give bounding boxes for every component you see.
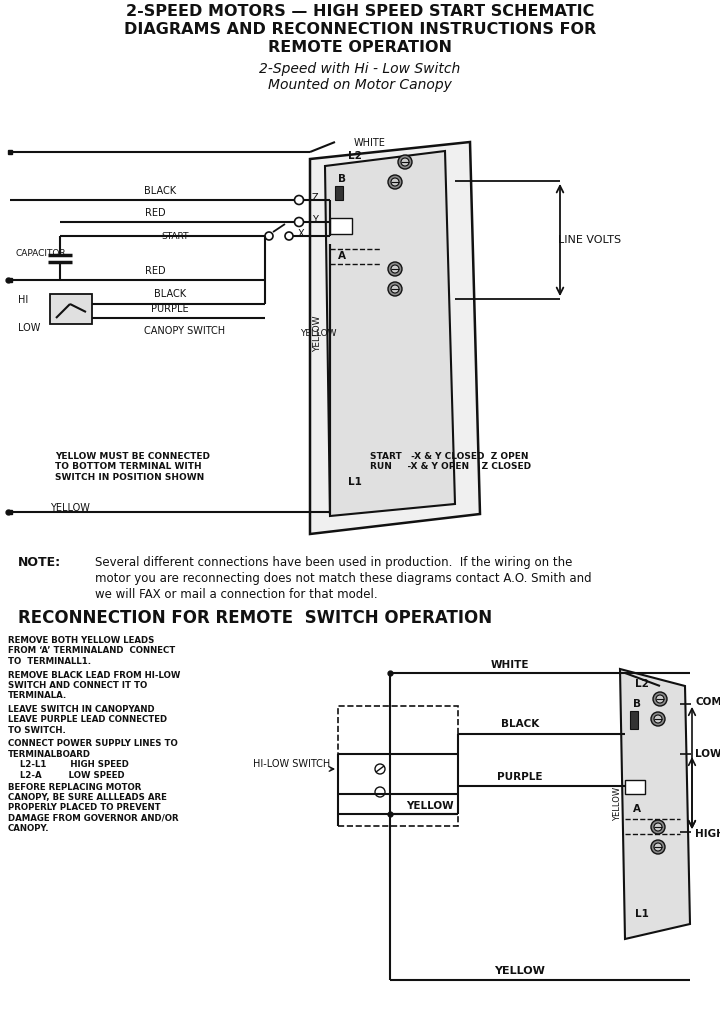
Text: YELLOW: YELLOW (495, 966, 546, 976)
Text: CAPACITOR: CAPACITOR (15, 249, 66, 258)
Text: Mounted on Motor Canopy: Mounted on Motor Canopy (268, 78, 452, 92)
Text: L2: L2 (635, 679, 649, 689)
Circle shape (285, 232, 293, 240)
Text: PURPLE: PURPLE (498, 772, 543, 782)
Text: L1: L1 (635, 909, 649, 919)
Text: COMMON: COMMON (695, 697, 720, 707)
Circle shape (391, 178, 399, 186)
Text: Y: Y (312, 215, 318, 225)
Text: L2: L2 (348, 151, 362, 161)
Text: 2-Speed with Hi - Low Switch: 2-Speed with Hi - Low Switch (259, 62, 461, 76)
Circle shape (398, 155, 412, 169)
Circle shape (391, 265, 399, 273)
Bar (338, 706, 458, 826)
Text: BLACK: BLACK (154, 289, 186, 299)
Circle shape (653, 692, 667, 706)
Text: REMOVE BLACK LEAD FROM HI-LOW
SWITCH AND CONNECT IT TO
TERMINALA.: REMOVE BLACK LEAD FROM HI-LOW SWITCH AND… (8, 671, 181, 700)
Text: YELLOW: YELLOW (300, 330, 336, 339)
Circle shape (375, 787, 385, 797)
Text: LEAVE SWITCH IN CANOPYAND
LEAVE PURPLE LEAD CONNECTED
TO SWITCH.: LEAVE SWITCH IN CANOPYAND LEAVE PURPLE L… (8, 705, 167, 735)
Circle shape (388, 282, 402, 296)
Text: REMOTE OPERATION: REMOTE OPERATION (268, 40, 452, 55)
Bar (630, 711, 638, 729)
Text: RECONNECTION FOR REMOTE  SWITCH OPERATION: RECONNECTION FOR REMOTE SWITCH OPERATION (18, 609, 492, 627)
Text: LOW: LOW (695, 749, 720, 759)
Circle shape (391, 285, 399, 293)
Text: YELLOW: YELLOW (613, 786, 623, 821)
Text: Several different connections have been used in production.  If the wiring on th: Several different connections have been … (95, 556, 572, 569)
Text: B: B (338, 174, 346, 184)
Text: CONNECT POWER SUPPLY LINES TO
TERMINALBOARD
    L2-L1        HIGH SPEED
    L2-A: CONNECT POWER SUPPLY LINES TO TERMINALBO… (8, 739, 178, 779)
Bar (335, 186, 343, 200)
Text: L1: L1 (348, 477, 362, 487)
Circle shape (651, 712, 665, 726)
Text: BLACK: BLACK (501, 719, 539, 729)
Bar (330, 218, 352, 234)
Text: NOTE:: NOTE: (18, 556, 61, 569)
Bar (50, 294, 92, 324)
Circle shape (294, 196, 304, 205)
Text: WHITE: WHITE (354, 138, 386, 148)
Text: A: A (633, 804, 641, 814)
Text: PURPLE: PURPLE (151, 304, 189, 314)
Text: START   -X & Y CLOSED  Z OPEN
RUN     -X & Y OPEN    Z CLOSED: START -X & Y CLOSED Z OPEN RUN -X & Y OP… (370, 452, 531, 471)
Circle shape (654, 823, 662, 831)
Text: LOW: LOW (18, 323, 40, 333)
Polygon shape (325, 151, 455, 516)
Circle shape (265, 232, 273, 240)
Text: REMOVE BOTH YELLOW LEADS
FROM ‘A’ TERMINALAND  CONNECT
TO  TERMINALL1.: REMOVE BOTH YELLOW LEADS FROM ‘A’ TERMIN… (8, 636, 175, 666)
Text: YELLOW: YELLOW (50, 503, 90, 513)
Circle shape (651, 820, 665, 834)
Text: B: B (633, 699, 641, 709)
Circle shape (294, 217, 304, 226)
Text: WHITE: WHITE (491, 660, 529, 670)
Circle shape (654, 843, 662, 851)
Text: DIAGRAMS AND RECONNECTION INSTRUCTIONS FOR: DIAGRAMS AND RECONNECTION INSTRUCTIONS F… (124, 22, 596, 37)
Text: BLACK: BLACK (144, 186, 176, 196)
Text: BEFORE REPLACING MOTOR
CANOPY, BE SURE ALLLEADS ARE
PROPERLY PLACED TO PREVENT
D: BEFORE REPLACING MOTOR CANOPY, BE SURE A… (8, 782, 179, 834)
Text: motor you are reconnecting does not match these diagrams contact A.O. Smith and: motor you are reconnecting does not matc… (95, 572, 592, 585)
Circle shape (651, 840, 665, 854)
Text: we will FAX or mail a connection for that model.: we will FAX or mail a connection for tha… (95, 588, 377, 601)
Polygon shape (310, 142, 480, 534)
Text: YELLOW MUST BE CONNECTED
TO BOTTOM TERMINAL WITH
SWITCH IN POSITION SHOWN: YELLOW MUST BE CONNECTED TO BOTTOM TERMI… (55, 452, 210, 482)
Text: X: X (298, 229, 305, 239)
Text: Z: Z (312, 193, 319, 203)
Text: RED: RED (145, 208, 166, 218)
Text: RED: RED (145, 266, 166, 276)
Text: 2-SPEED MOTORS — HIGH SPEED START SCHEMATIC: 2-SPEED MOTORS — HIGH SPEED START SCHEMA… (126, 4, 594, 19)
Circle shape (388, 262, 402, 276)
Text: YELLOW: YELLOW (313, 315, 323, 352)
Circle shape (375, 764, 385, 774)
Polygon shape (620, 669, 690, 939)
Text: HIGH: HIGH (695, 829, 720, 839)
Circle shape (654, 715, 662, 723)
Text: START: START (161, 232, 189, 241)
Text: LINE VOLTS: LINE VOLTS (559, 234, 621, 245)
Text: HI-LOW SWITCH: HI-LOW SWITCH (253, 759, 330, 769)
Text: A: A (338, 251, 346, 261)
Bar (625, 780, 645, 794)
Circle shape (656, 695, 664, 703)
Circle shape (388, 175, 402, 189)
Circle shape (401, 158, 409, 166)
Text: HI: HI (18, 295, 28, 305)
Text: CANOPY SWITCH: CANOPY SWITCH (145, 326, 225, 336)
Text: YELLOW: YELLOW (406, 801, 454, 811)
